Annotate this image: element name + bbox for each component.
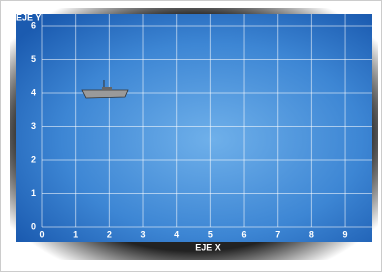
boat-hull [82, 90, 128, 98]
x-tick-label: 4 [174, 229, 179, 239]
y-tick-label: 6 [31, 20, 36, 30]
plot-area [16, 14, 372, 242]
x-tick-label: 9 [343, 229, 348, 239]
y-tick-label: 2 [31, 154, 36, 164]
x-tick-label: 5 [208, 229, 213, 239]
x-tick-label: 7 [275, 229, 280, 239]
y-tick-label: 5 [31, 54, 36, 64]
y-tick-label: 0 [31, 221, 36, 231]
x-tick-label: 3 [141, 229, 146, 239]
y-tick-label: 4 [31, 87, 36, 97]
x-tick-label: 8 [309, 229, 314, 239]
chart: EJE Y EJE X 0 1 2 3 4 5 6 7 8 9 0 1 2 3 4 5 6 [0, 0, 382, 272]
y-tick-label: 1 [31, 188, 36, 198]
boat-deck [102, 87, 112, 90]
x-tick-label: 0 [39, 229, 44, 239]
y-tick-label: 3 [31, 121, 36, 131]
x-tick-label: 2 [107, 229, 112, 239]
y-axis-label: EJE Y [16, 12, 41, 22]
x-axis-label: EJE X [195, 242, 221, 252]
x-tick-label: 1 [73, 229, 78, 239]
x-tick-label: 6 [242, 229, 247, 239]
